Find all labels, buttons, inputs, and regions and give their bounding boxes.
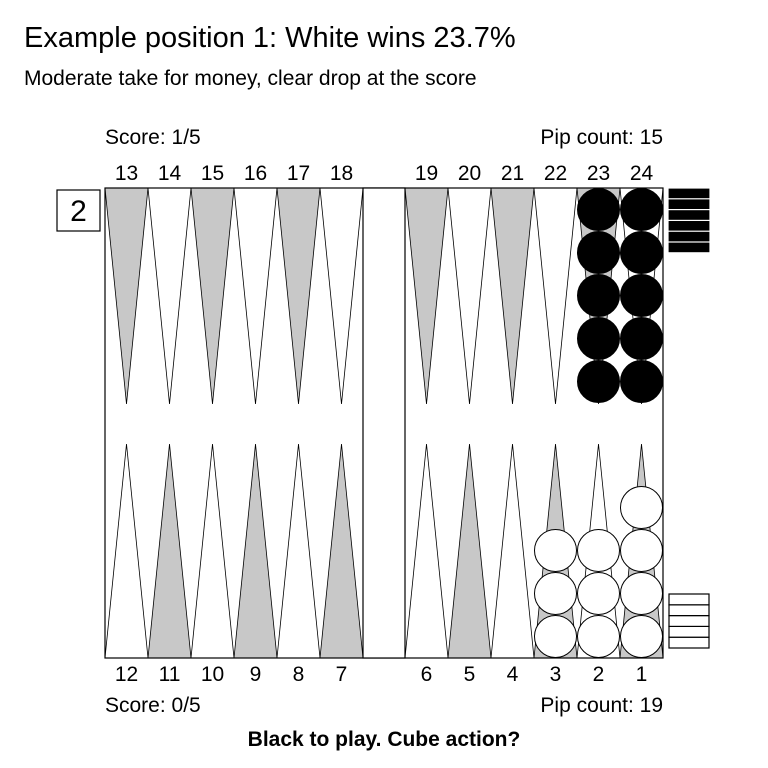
black-checker	[577, 274, 620, 317]
point-number: 5	[464, 663, 476, 686]
white-checker	[620, 615, 663, 658]
point-13	[104, 187, 149, 405]
point-18	[319, 187, 364, 405]
white-checker	[534, 529, 577, 572]
point-number: 17	[287, 162, 310, 185]
point-number: 1	[636, 663, 648, 686]
white-checker	[577, 572, 620, 615]
point-numbers: 13 12 14 11 15 10 16 9 17 8 18 7 19 6 20 5 21 4 22 3 23 2 24 1	[115, 162, 654, 686]
borne-off-white	[668, 625, 710, 638]
point-number: 6	[421, 663, 433, 686]
point-number: 3	[550, 663, 562, 686]
white-checker	[534, 572, 577, 615]
point-10	[190, 443, 235, 659]
borne-off-white	[668, 593, 710, 606]
black-checker	[620, 317, 663, 360]
point-number: 8	[293, 663, 305, 686]
point-number: 11	[159, 663, 181, 686]
board-frame	[104, 187, 664, 659]
borne-off-white	[668, 604, 710, 617]
white-checker	[620, 529, 663, 572]
black-checker	[577, 231, 620, 274]
page-title: Example position 1: White wins 23.7%	[24, 22, 516, 54]
footer-caption: Black to play. Cube action?	[247, 728, 521, 751]
borne-off-white	[668, 636, 710, 649]
point-6	[404, 443, 449, 659]
point-11	[147, 443, 192, 659]
point-number: 12	[115, 663, 138, 686]
cube-value: 2	[70, 195, 87, 228]
point-number: 23	[587, 162, 610, 185]
point-number: 4	[507, 663, 519, 686]
white-checker	[577, 529, 620, 572]
black-checker	[620, 188, 663, 231]
doubling-cube: 2	[56, 189, 101, 232]
borne-off-black	[668, 210, 710, 220]
borne-off-black	[668, 231, 710, 242]
borne-off-black	[668, 220, 710, 231]
point-21	[490, 187, 535, 405]
point-8	[276, 443, 321, 659]
point-number: 10	[201, 663, 224, 686]
point-19	[404, 187, 449, 405]
point-15	[190, 187, 235, 405]
borne-off-trays	[668, 188, 710, 649]
white-checker	[620, 572, 663, 615]
bar	[362, 187, 406, 659]
cube-box	[56, 189, 101, 232]
point-14	[147, 187, 192, 405]
point-number: 21	[501, 162, 524, 185]
white-checker	[577, 615, 620, 658]
point-number: 24	[630, 162, 654, 185]
top-score-label: Score: 1/5	[105, 126, 201, 149]
point-4	[490, 443, 535, 659]
point-12	[104, 443, 149, 659]
point-number: 7	[336, 663, 348, 686]
black-checker	[577, 317, 620, 360]
point-9	[233, 443, 278, 659]
point-number: 18	[330, 162, 353, 185]
point-7	[319, 443, 364, 659]
point-number: 16	[244, 162, 267, 185]
point-number: 22	[544, 162, 567, 185]
bottom-pip-count: Pip count: 19	[540, 694, 663, 717]
borne-off-black	[668, 199, 710, 210]
point-number: 9	[250, 663, 262, 686]
point-number: 13	[115, 162, 138, 185]
page-subtitle: Moderate take for money, clear drop at t…	[24, 67, 477, 90]
black-checker	[577, 188, 620, 231]
point-number: 2	[593, 663, 605, 686]
top-pip-count: Pip count: 15	[540, 126, 663, 149]
point-17	[276, 187, 321, 405]
white-checker	[534, 615, 577, 658]
point-number: 19	[415, 162, 438, 185]
white-checker	[620, 486, 663, 529]
point-number: 15	[201, 162, 224, 185]
point-5	[447, 443, 492, 659]
black-checker	[620, 274, 663, 317]
bottom-score-label: Score: 0/5	[105, 694, 201, 717]
point-22	[533, 187, 578, 405]
point-16	[233, 187, 278, 405]
borne-off-black	[668, 242, 710, 253]
point-number: 14	[158, 162, 182, 185]
borne-off-white	[668, 614, 710, 627]
black-checker	[577, 360, 620, 403]
point-20	[447, 187, 492, 405]
checkers	[534, 188, 663, 658]
borne-off-black	[668, 188, 710, 199]
black-checker	[620, 231, 663, 274]
point-number: 20	[458, 162, 481, 185]
black-checker	[620, 360, 663, 403]
